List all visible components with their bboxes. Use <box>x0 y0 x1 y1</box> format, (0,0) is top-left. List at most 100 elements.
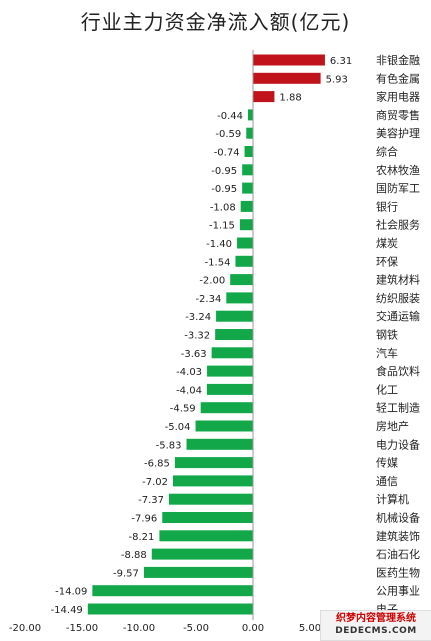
bar-10 <box>239 219 253 231</box>
data-label-12: -1.54 <box>205 257 231 268</box>
category-label-17: 汽车 <box>376 346 398 360</box>
bar-28 <box>151 548 253 560</box>
bar-1 <box>253 54 325 66</box>
category-label-6: 综合 <box>376 145 398 159</box>
bar-13 <box>230 274 253 286</box>
category-label-11: 煤炭 <box>376 237 398 250</box>
category-label-14: 纺织服装 <box>376 291 420 305</box>
bar-6 <box>244 146 253 157</box>
data-label-16: -3.32 <box>184 331 210 342</box>
x-tick-label-3: -10.00 <box>123 623 155 634</box>
category-label-12: 环保 <box>376 254 398 268</box>
category-label-4: 商贸零售 <box>376 108 420 122</box>
category-label-22: 电力设备 <box>376 437 420 451</box>
category-label-29: 医药生物 <box>376 565 420 579</box>
bar-31 <box>87 603 254 615</box>
watermark-line2: DEDECMS.COM <box>335 626 417 636</box>
bar-26 <box>162 512 253 523</box>
bar-19 <box>206 383 253 395</box>
data-label-17: -3.63 <box>181 349 207 360</box>
bar-16 <box>215 329 253 340</box>
data-label-25: -7.37 <box>138 495 164 506</box>
x-tick-label-6: 5.00 <box>299 623 321 634</box>
bar-11 <box>237 237 253 249</box>
bar-25 <box>168 493 253 505</box>
category-label-8: 国防军工 <box>376 181 420 195</box>
bar-7 <box>242 164 253 176</box>
data-label-9: -1.08 <box>210 202 236 213</box>
data-label-30: -14.09 <box>55 587 87 598</box>
bar-12 <box>235 255 253 267</box>
category-label-28: 石油石化 <box>376 547 420 561</box>
data-label-15: -3.24 <box>185 312 211 323</box>
bar-5 <box>246 127 253 139</box>
watermark-logo: 织梦内容管理系统 DEDECMS.COM <box>320 610 431 641</box>
category-label-16: 钢铁 <box>376 329 398 342</box>
bar-18 <box>207 365 253 377</box>
data-label-26: -7.96 <box>131 514 157 525</box>
bar-17 <box>211 347 253 359</box>
category-label-18: 食品饮料 <box>376 364 420 378</box>
data-label-14: -2.34 <box>195 294 221 305</box>
category-label-24: 通信 <box>376 475 398 488</box>
category-label-5: 美容护理 <box>376 126 420 140</box>
bar-15 <box>216 310 253 322</box>
bar-21 <box>195 420 253 432</box>
data-label-5: -0.59 <box>215 129 241 140</box>
category-label-26: 机械设备 <box>376 511 420 525</box>
bar-20 <box>200 402 253 414</box>
data-label-10: -1.15 <box>209 221 235 232</box>
category-label-25: 计算机 <box>376 492 409 506</box>
bar-22 <box>186 438 253 450</box>
bar-23 <box>174 457 253 469</box>
bar-8 <box>242 182 253 194</box>
data-label-8: -0.95 <box>211 184 237 195</box>
x-tick-label-1: -20.00 <box>9 623 41 634</box>
data-label-22: -5.83 <box>156 440 182 451</box>
bar-3 <box>253 91 275 103</box>
category-label-30: 公用事业 <box>376 585 420 598</box>
category-label-9: 银行 <box>376 199 398 213</box>
category-label-13: 建筑材料 <box>376 273 420 287</box>
data-label-7: -0.95 <box>211 166 237 177</box>
category-label-7: 农林牧渔 <box>376 163 420 177</box>
x-tick-label-2: -15.00 <box>66 623 98 634</box>
data-label-20: -4.59 <box>170 404 196 415</box>
watermark-line1: 织梦内容管理系统 <box>336 613 416 624</box>
data-label-24: -7.02 <box>142 477 168 488</box>
data-label-2: 5.93 <box>326 74 348 85</box>
category-label-10: 社会服务 <box>376 218 420 232</box>
category-label-20: 轻工制造 <box>376 401 420 415</box>
category-label-19: 化工 <box>376 382 398 396</box>
bar-14 <box>226 292 253 304</box>
category-label-1: 非银金融 <box>376 53 420 67</box>
data-label-27: -8.21 <box>129 532 155 543</box>
data-label-1: 6.31 <box>330 56 352 67</box>
data-label-23: -6.85 <box>144 459 170 470</box>
data-label-13: -2.00 <box>199 276 225 287</box>
category-label-2: 有色金属 <box>376 71 420 85</box>
data-label-18: -4.03 <box>176 367 202 378</box>
data-label-29: -9.57 <box>113 568 139 579</box>
data-label-21: -5.04 <box>165 422 191 433</box>
category-label-27: 建筑装饰 <box>376 529 420 543</box>
data-label-19: -4.04 <box>176 385 202 396</box>
x-tick-label-4: -5.00 <box>183 623 209 634</box>
chart-title: 行业主力资金净流入额(亿元) <box>80 10 351 34</box>
bar-30 <box>92 585 254 597</box>
bar-29 <box>143 566 253 578</box>
bar-4 <box>247 109 253 121</box>
bar-24 <box>172 475 253 487</box>
category-label-23: 传媒 <box>376 457 398 470</box>
category-label-21: 房地产 <box>376 419 409 433</box>
data-label-3: 1.88 <box>279 93 301 104</box>
bar-27 <box>159 530 253 542</box>
data-label-4: -0.44 <box>217 111 243 122</box>
category-label-3: 家用电器 <box>376 90 420 104</box>
x-tick-label-5: 0.00 <box>242 623 264 634</box>
data-label-11: -1.40 <box>206 239 232 250</box>
category-label-15: 交通运输 <box>376 309 420 323</box>
data-label-31: -14.49 <box>51 605 83 616</box>
data-label-6: -0.74 <box>214 148 240 159</box>
bar-2 <box>253 72 321 84</box>
